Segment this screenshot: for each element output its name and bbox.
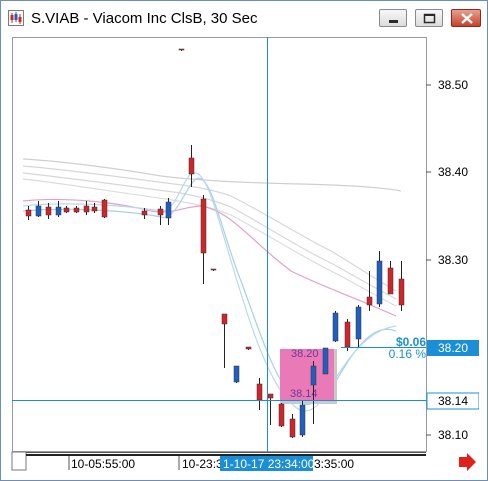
- change-amount: $0.06: [396, 335, 426, 349]
- plot-area[interactable]: [12, 37, 427, 452]
- chart-canvas[interactable]: 38.20 38.14 $0.06 0.16 % 38.50 38.40 3: [11, 35, 480, 476]
- candle-body: [278, 403, 285, 427]
- candle-body: [245, 346, 252, 350]
- close-icon: [461, 13, 473, 24]
- window-title: S.VIAB - Viacom Inc ClsB, 30 Sec: [31, 10, 258, 27]
- time-cursor-label: 1-10-17 23:34:00: [223, 457, 315, 471]
- last-price-value: 38.20: [438, 341, 468, 355]
- candle-body: [25, 209, 32, 217]
- candle-body: [332, 312, 339, 342]
- selection-high-label: 38.20: [291, 348, 319, 360]
- candle-body: [233, 365, 240, 383]
- candle-body: [35, 205, 42, 217]
- price-tick: 38.40: [438, 165, 468, 179]
- maximize-icon: [423, 13, 436, 24]
- time-axis[interactable]: 10-05:55:00 10-23:3 3:35:00 1-10-17 23:3…: [11, 451, 426, 471]
- candle-body: [91, 206, 98, 212]
- last-price-badge: [427, 340, 479, 356]
- candle-body: [256, 383, 263, 401]
- price-axis[interactable]: 38.50 38.40 38.30 38.10 38.20 38.14: [426, 78, 480, 442]
- candle-body: [322, 347, 329, 375]
- selection-low-label: 38.14: [290, 388, 318, 400]
- candle-body: [355, 306, 362, 340]
- candle-body: [165, 201, 172, 219]
- candle-body: [299, 404, 306, 436]
- scroll-thumb[interactable]: [11, 451, 27, 471]
- price-tick: 38.30: [438, 253, 468, 267]
- close-button[interactable]: [451, 9, 481, 27]
- candle-body: [376, 260, 383, 305]
- candle-body: [101, 199, 108, 218]
- candle-body: [73, 207, 80, 213]
- price-tick: 38.50: [438, 78, 468, 92]
- candle-body: [200, 198, 207, 254]
- time-label: 10-05:55:00: [71, 457, 135, 471]
- time-cursor-badge: [220, 456, 313, 471]
- change-percent: 0.16 %: [389, 347, 427, 361]
- maximize-button[interactable]: [415, 9, 443, 27]
- chart-area[interactable]: 38.20 38.14 $0.06 0.16 % 38.50 38.40 3: [11, 35, 480, 476]
- candle-body: [45, 206, 52, 216]
- selection-box[interactable]: 38.20 38.14: [280, 348, 337, 404]
- candles: [25, 48, 405, 438]
- time-label: 10-23:3: [182, 457, 223, 471]
- right-arrow-icon[interactable]: [459, 453, 476, 471]
- title-bar[interactable]: S.VIAB - Viacom Inc ClsB, 30 Sec: [1, 1, 487, 35]
- candle-body: [344, 321, 351, 348]
- candle-body: [157, 208, 164, 216]
- candle-body: [63, 207, 70, 213]
- candle-body: [55, 206, 62, 216]
- candle-body: [310, 365, 317, 386]
- candle-body: [289, 418, 296, 438]
- minimize-button[interactable]: [379, 9, 407, 27]
- candle-body: [210, 268, 217, 271]
- candle-body: [83, 205, 90, 213]
- candle-body: [178, 48, 185, 51]
- time-label: 3:35:00: [314, 457, 354, 471]
- candle-body: [221, 313, 228, 325]
- price-tick: 38.10: [438, 428, 468, 442]
- crosshair-price-value: 38.14: [438, 394, 468, 408]
- candle-body: [188, 157, 195, 175]
- candle-body: [366, 296, 373, 306]
- minimize-icon: [389, 20, 398, 23]
- candle-body: [398, 278, 405, 306]
- candle-body: [267, 393, 274, 399]
- candlestick-chart-icon: [8, 10, 24, 26]
- candle-body: [387, 267, 394, 295]
- candle-body: [141, 210, 148, 216]
